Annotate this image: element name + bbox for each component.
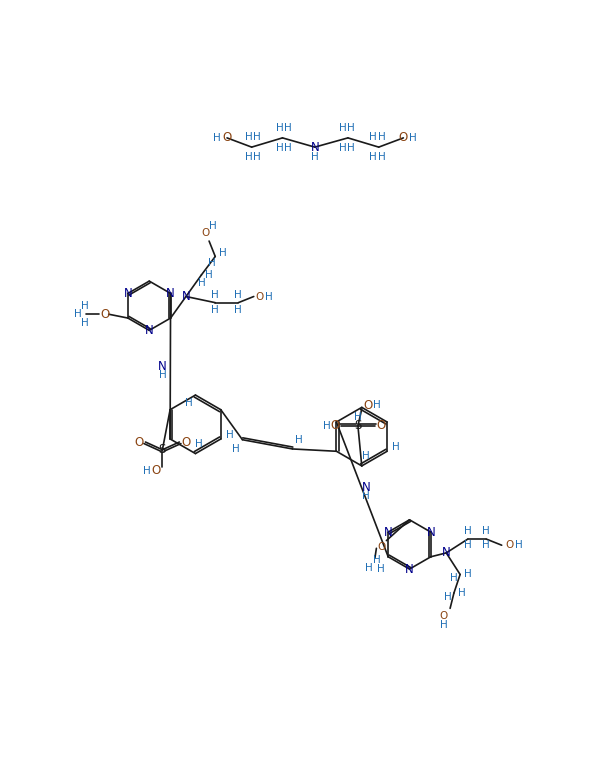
Text: H: H (81, 318, 89, 328)
Text: H: H (450, 573, 458, 584)
Text: O: O (181, 435, 190, 448)
Text: H: H (464, 569, 472, 579)
Text: H: H (276, 123, 284, 133)
Text: N: N (124, 287, 132, 300)
Text: H: H (81, 301, 89, 311)
Text: H: H (323, 421, 331, 431)
Text: H: H (311, 152, 319, 162)
Text: N: N (384, 526, 392, 539)
Text: H: H (339, 123, 346, 133)
Text: N: N (442, 546, 451, 559)
Text: H: H (284, 143, 292, 153)
Text: O: O (377, 542, 385, 552)
Text: N: N (145, 324, 154, 337)
Text: H: H (207, 257, 215, 267)
Text: O: O (330, 419, 339, 432)
Text: H: H (482, 526, 490, 536)
Text: H: H (370, 132, 377, 142)
Text: H: H (347, 123, 355, 133)
Text: N: N (158, 360, 167, 373)
Text: H: H (444, 592, 451, 602)
Text: H: H (410, 133, 417, 143)
Text: H: H (362, 491, 370, 501)
Text: O: O (100, 308, 109, 321)
Text: H: H (373, 400, 381, 410)
Text: N: N (362, 481, 370, 494)
Text: H: H (185, 398, 193, 408)
Text: H: H (159, 371, 167, 380)
Text: H: H (234, 290, 242, 300)
Text: H: H (143, 465, 151, 475)
Text: H: H (245, 152, 252, 162)
Text: H: H (347, 143, 355, 153)
Text: H: H (362, 451, 370, 461)
Text: H: H (464, 540, 472, 550)
Text: H: H (378, 152, 386, 162)
Text: H: H (226, 430, 234, 440)
Text: H: H (440, 620, 448, 630)
Text: H: H (74, 309, 82, 319)
Text: O: O (256, 292, 264, 302)
Text: H: H (339, 143, 346, 153)
Text: H: H (373, 555, 380, 565)
Text: O: O (376, 419, 386, 432)
Text: H: H (219, 248, 227, 257)
Text: H: H (213, 133, 221, 143)
Text: H: H (354, 413, 362, 422)
Text: O: O (135, 435, 144, 448)
Text: N: N (426, 526, 435, 539)
Text: H: H (295, 435, 303, 445)
Text: H: H (265, 292, 273, 302)
Text: H: H (370, 152, 377, 162)
Text: H: H (232, 444, 240, 454)
Text: O: O (506, 540, 514, 550)
Text: H: H (392, 442, 400, 452)
Text: S: S (354, 419, 362, 432)
Text: H: H (276, 143, 284, 153)
Text: H: H (482, 540, 490, 550)
Text: S: S (159, 443, 166, 456)
Text: H: H (284, 123, 292, 133)
Text: H: H (212, 306, 219, 316)
Text: N: N (166, 287, 175, 300)
Text: H: H (212, 290, 219, 300)
Text: O: O (440, 611, 448, 621)
Text: O: O (223, 131, 232, 144)
Text: N: N (181, 290, 191, 303)
Text: H: H (253, 132, 261, 142)
Text: N: N (311, 141, 319, 154)
Text: H: H (458, 588, 466, 598)
Text: H: H (365, 562, 373, 572)
Text: H: H (234, 306, 242, 316)
Text: H: H (196, 439, 203, 448)
Text: O: O (152, 464, 161, 477)
Text: H: H (377, 564, 385, 574)
Text: H: H (245, 132, 252, 142)
Text: H: H (464, 526, 472, 536)
Text: H: H (378, 132, 386, 142)
Text: H: H (209, 221, 217, 231)
Text: H: H (253, 152, 261, 162)
Text: O: O (399, 131, 408, 144)
Text: N: N (405, 562, 414, 575)
Text: H: H (205, 270, 213, 280)
Text: O: O (363, 399, 373, 412)
Text: O: O (201, 228, 209, 238)
Text: H: H (197, 277, 205, 287)
Text: H: H (515, 540, 523, 550)
